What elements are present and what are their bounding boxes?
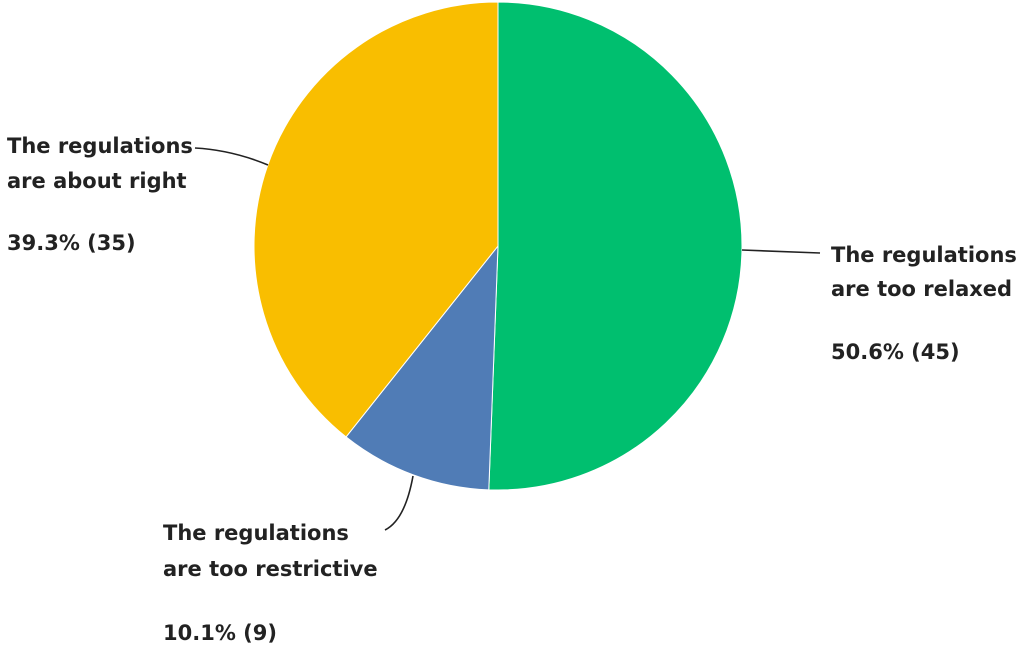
leader-line-right	[194, 147, 269, 166]
pie-slice-restrictive	[345, 244, 499, 491]
slice-label-restrictive-line1: The regulations	[163, 521, 349, 545]
leader-line-restrictive	[384, 475, 414, 531]
pie-slices	[253, 1, 743, 491]
leader-line-relaxed	[741, 249, 821, 254]
slice-value-relaxed: 50.6% (45)	[831, 340, 960, 364]
slice-value-restrictive: 10.1% (9)	[163, 621, 277, 645]
slice-label-right-line2: are about right	[7, 169, 187, 193]
slice-label-relaxed-line1: The regulations	[831, 243, 1017, 267]
slice-value-right: 39.3% (35)	[7, 231, 136, 255]
slice-label-restrictive-line2: are too restrictive	[163, 557, 378, 581]
slice-label-right-line1: The regulations	[7, 134, 193, 158]
pie-slice-relaxed	[488, 1, 743, 491]
slice-label-relaxed-line2: are too relaxed	[831, 277, 1012, 301]
